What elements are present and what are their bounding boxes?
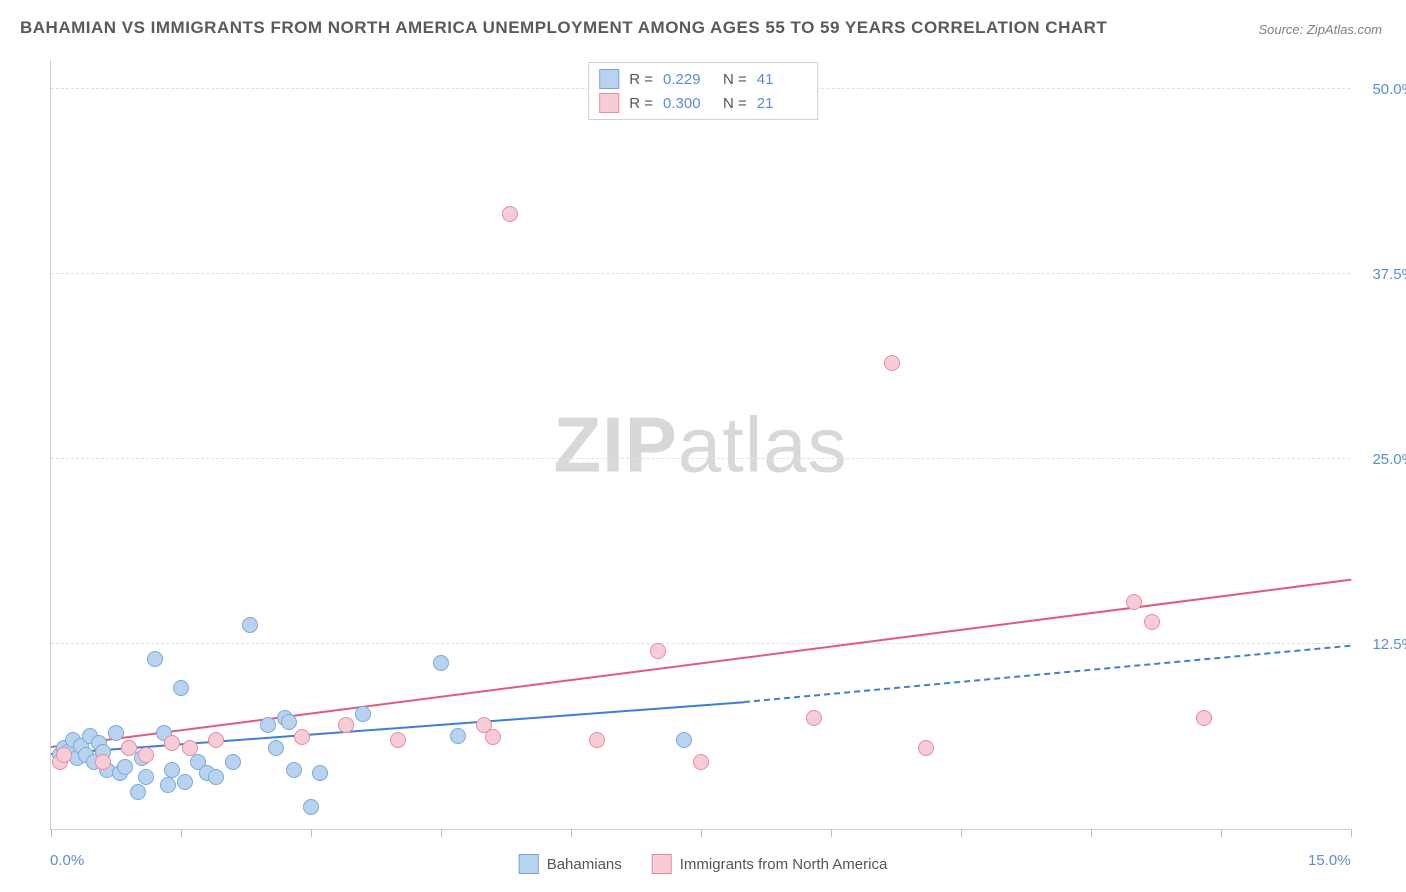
x-tick [961, 829, 962, 837]
x-tick [311, 829, 312, 837]
grid-line [51, 273, 1350, 274]
plot-area: ZIPatlas 12.5%25.0%37.5%50.0% [50, 60, 1350, 830]
watermark-bold: ZIP [553, 400, 677, 488]
data-point [650, 643, 666, 659]
data-point [676, 732, 692, 748]
data-point [281, 714, 297, 730]
data-point [1144, 614, 1160, 630]
data-point [268, 740, 284, 756]
legend-item: Bahamians [519, 854, 622, 874]
data-point [806, 710, 822, 726]
data-point [108, 725, 124, 741]
data-point [303, 799, 319, 815]
data-point [286, 762, 302, 778]
data-point [1196, 710, 1212, 726]
r-value: 0.229 [663, 71, 713, 88]
data-point [164, 735, 180, 751]
x-tick [571, 829, 572, 837]
grid-line [51, 643, 1350, 644]
watermark: ZIPatlas [553, 399, 847, 490]
legend-swatch [599, 69, 619, 89]
stats-row: R = 0.300 N = 21 [599, 91, 807, 115]
data-point [260, 717, 276, 733]
legend-swatch [652, 854, 672, 874]
data-point [450, 728, 466, 744]
data-point [589, 732, 605, 748]
data-point [390, 732, 406, 748]
legend-label: Bahamians [547, 856, 622, 873]
watermark-light: atlas [678, 400, 848, 488]
data-point [182, 740, 198, 756]
data-point [485, 729, 501, 745]
n-label: N = [723, 95, 747, 112]
stats-row: R = 0.229 N = 41 [599, 67, 807, 91]
data-point [164, 762, 180, 778]
data-point [693, 754, 709, 770]
legend-label: Immigrants from North America [680, 856, 888, 873]
n-label: N = [723, 71, 747, 88]
grid-line [51, 458, 1350, 459]
data-point [138, 769, 154, 785]
data-point [130, 784, 146, 800]
data-point [138, 747, 154, 763]
x-tick [831, 829, 832, 837]
data-point [502, 206, 518, 222]
data-point [160, 777, 176, 793]
y-tick-label: 12.5% [1372, 636, 1406, 653]
x-tick [51, 829, 52, 837]
r-label: R = [629, 95, 653, 112]
source-attribution: Source: ZipAtlas.com [1258, 22, 1382, 37]
legend-swatch [599, 93, 619, 113]
data-point [294, 729, 310, 745]
data-point [56, 747, 72, 763]
data-point [355, 706, 371, 722]
x-axis-min-label: 0.0% [50, 852, 84, 869]
x-tick [441, 829, 442, 837]
data-point [433, 655, 449, 671]
data-point [177, 774, 193, 790]
legend-item: Immigrants from North America [652, 854, 888, 874]
stats-legend: R = 0.229 N = 41 R = 0.300 N = 21 [588, 62, 818, 120]
y-tick-label: 50.0% [1372, 81, 1406, 98]
data-point [312, 765, 328, 781]
chart-container: BAHAMIAN VS IMMIGRANTS FROM NORTH AMERIC… [0, 0, 1406, 892]
x-axis-max-label: 15.0% [1308, 852, 1351, 869]
r-label: R = [629, 71, 653, 88]
x-tick [1221, 829, 1222, 837]
r-value: 0.300 [663, 95, 713, 112]
data-point [121, 740, 137, 756]
data-point [208, 732, 224, 748]
n-value: 21 [757, 95, 807, 112]
data-point [1126, 594, 1142, 610]
x-tick [701, 829, 702, 837]
data-point [884, 355, 900, 371]
x-tick [181, 829, 182, 837]
data-point [242, 617, 258, 633]
trend-line-dashed [744, 645, 1351, 703]
data-point [173, 680, 189, 696]
x-tick [1091, 829, 1092, 837]
data-point [95, 754, 111, 770]
chart-title: BAHAMIAN VS IMMIGRANTS FROM NORTH AMERIC… [20, 18, 1107, 38]
n-value: 41 [757, 71, 807, 88]
y-tick-label: 25.0% [1372, 451, 1406, 468]
data-point [117, 759, 133, 775]
legend-swatch [519, 854, 539, 874]
data-point [208, 769, 224, 785]
y-tick-label: 37.5% [1372, 266, 1406, 283]
data-point [918, 740, 934, 756]
data-point [338, 717, 354, 733]
series-legend: Bahamians Immigrants from North America [519, 854, 888, 874]
data-point [225, 754, 241, 770]
y-axis-label: Unemployment Among Ages 55 to 59 years [0, 120, 1, 409]
data-point [147, 651, 163, 667]
x-tick [1351, 829, 1352, 837]
